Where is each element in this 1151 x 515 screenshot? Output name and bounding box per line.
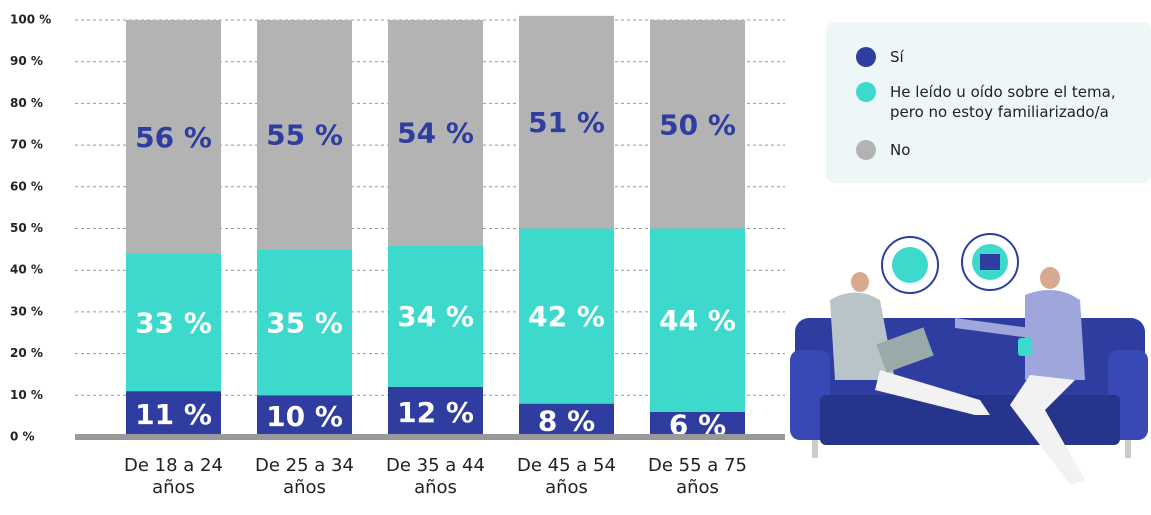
value-label: 44 % (659, 304, 736, 337)
value-label: 54 % (397, 117, 474, 150)
page: 0 % 10 % 20 % 30 % 40 % 50 % 60 % 70 % 80 % 90 % 1… (0, 0, 1151, 515)
legend-label: He leído u oído sobre el tema, pero no e… (890, 82, 1126, 122)
y-tick-label: 70 % (10, 138, 43, 152)
value-label: 56 % (135, 121, 212, 154)
y-tick-label: 90 % (10, 54, 43, 68)
illustration (790, 234, 1148, 485)
x-tick-label: De 45 a 54 años (512, 455, 622, 499)
y-tick-label: 60 % (10, 179, 43, 193)
legend-label: No (890, 140, 910, 160)
legend: Sí He leído u oído sobre el tema, pero no… (826, 22, 1151, 183)
value-label: 33 % (135, 306, 212, 339)
y-tick-label: 30 % (10, 304, 43, 318)
x-tick-label: De 25 a 34 años (250, 455, 360, 499)
value-label: 10 % (266, 400, 343, 433)
y-tick-label: 50 % (10, 221, 43, 235)
value-label: 55 % (266, 119, 343, 152)
legend-swatch (856, 47, 876, 67)
legend-item: No (856, 140, 1126, 160)
y-tick-label: 100 % (10, 13, 51, 27)
legend-swatch (856, 82, 876, 102)
legend-item: Sí (856, 47, 1126, 67)
x-tick-label: De 55 a 75 años (643, 455, 753, 499)
value-label: 51 % (528, 106, 605, 139)
x-tick-label: De 18 a 24 años (119, 455, 229, 499)
x-tick-label: De 35 a 44 años (381, 455, 491, 499)
value-label: 42 % (528, 300, 605, 333)
value-label: 8 % (538, 404, 595, 437)
legend-label: Sí (890, 47, 904, 67)
y-tick-label: 20 % (10, 346, 43, 360)
value-label: 12 % (397, 396, 474, 429)
value-label: 50 % (659, 108, 736, 141)
legend-item: He leído u oído sobre el tema, pero no e… (856, 82, 1126, 122)
y-tick-label: 10 % (10, 388, 43, 402)
y-tick-label: 40 % (10, 263, 43, 277)
y-tick-label: 80 % (10, 96, 43, 110)
value-label: 35 % (266, 306, 343, 339)
value-label: 34 % (397, 300, 474, 333)
value-label: 11 % (135, 398, 212, 431)
legend-swatch (856, 140, 876, 160)
y-tick-label: 0 % (10, 430, 35, 444)
